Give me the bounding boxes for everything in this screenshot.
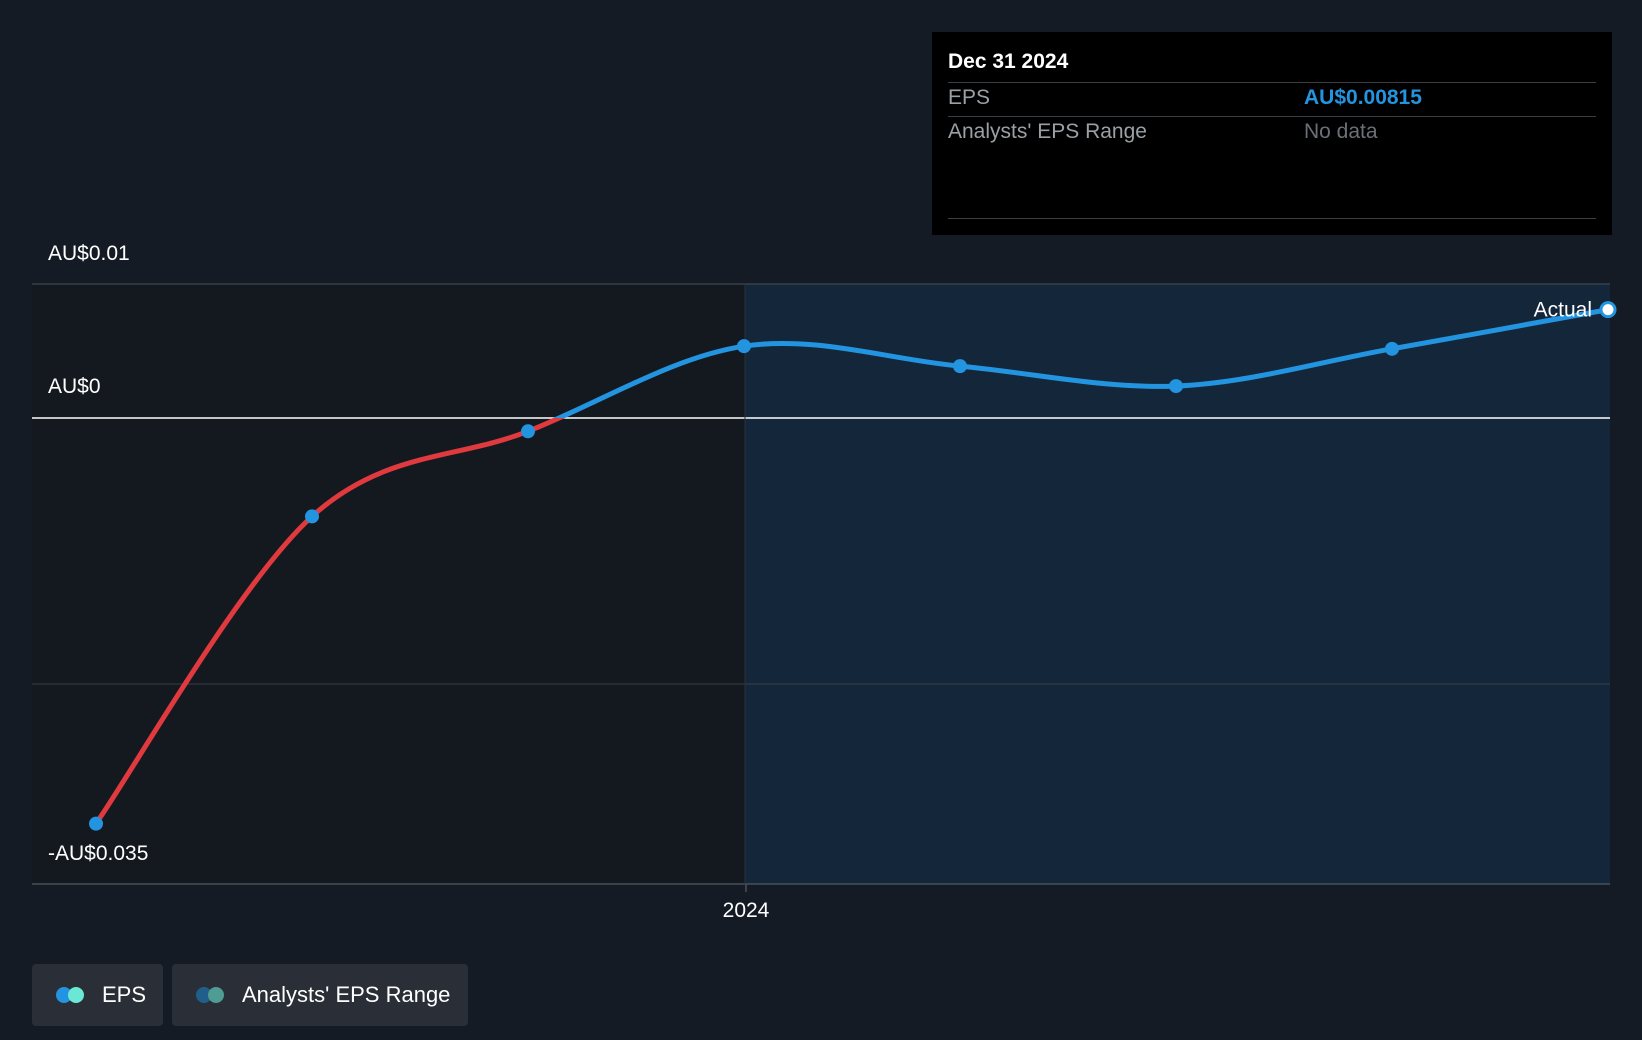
eps-point: [737, 339, 751, 354]
past-region: [32, 284, 745, 884]
legend-label: Analysts' EPS Range: [242, 982, 451, 1007]
eps-point: [305, 509, 319, 524]
tooltip-range-label: Analysts' EPS Range: [948, 120, 1147, 143]
actual-label: Actual: [1534, 299, 1592, 322]
eps-line-positive: [553, 307, 1611, 418]
x-tick-label: 2024: [723, 899, 770, 922]
legend-dot: [208, 987, 224, 1003]
tooltip-date: Dec 31 2024: [948, 50, 1069, 73]
eps-point: [89, 816, 103, 831]
range-legend-icon: [196, 987, 228, 1003]
eps-point-last: [1599, 301, 1617, 319]
legend-dot: [68, 987, 84, 1003]
tooltip-divider: [948, 116, 1596, 117]
eps-legend-icon: [56, 987, 88, 1003]
eps-point: [1169, 379, 1183, 394]
eps-point: [953, 359, 967, 374]
legend-item-eps[interactable]: EPS: [32, 964, 163, 1026]
y-tick-label: AU$0.01: [48, 242, 130, 265]
tooltip-divider: [948, 218, 1596, 219]
tooltip-eps-value: AU$0.00815: [1304, 86, 1422, 109]
eps-point: [521, 424, 535, 439]
y-tick-label: AU$0: [48, 375, 101, 398]
tooltip: Dec 31 2024 EPS AU$0.00815 Analysts' EPS…: [932, 32, 1612, 235]
tooltip-eps-label: EPS: [948, 86, 991, 109]
y-tick-label: -AU$0.035: [48, 842, 148, 865]
forecast-region: [745, 284, 1610, 884]
tooltip-range-value: No data: [1304, 120, 1378, 143]
eps-point: [1385, 341, 1399, 356]
legend-label: EPS: [102, 982, 147, 1007]
tooltip-divider: [948, 82, 1596, 83]
legend-item-analysts-range[interactable]: Analysts' EPS Range: [172, 964, 468, 1026]
